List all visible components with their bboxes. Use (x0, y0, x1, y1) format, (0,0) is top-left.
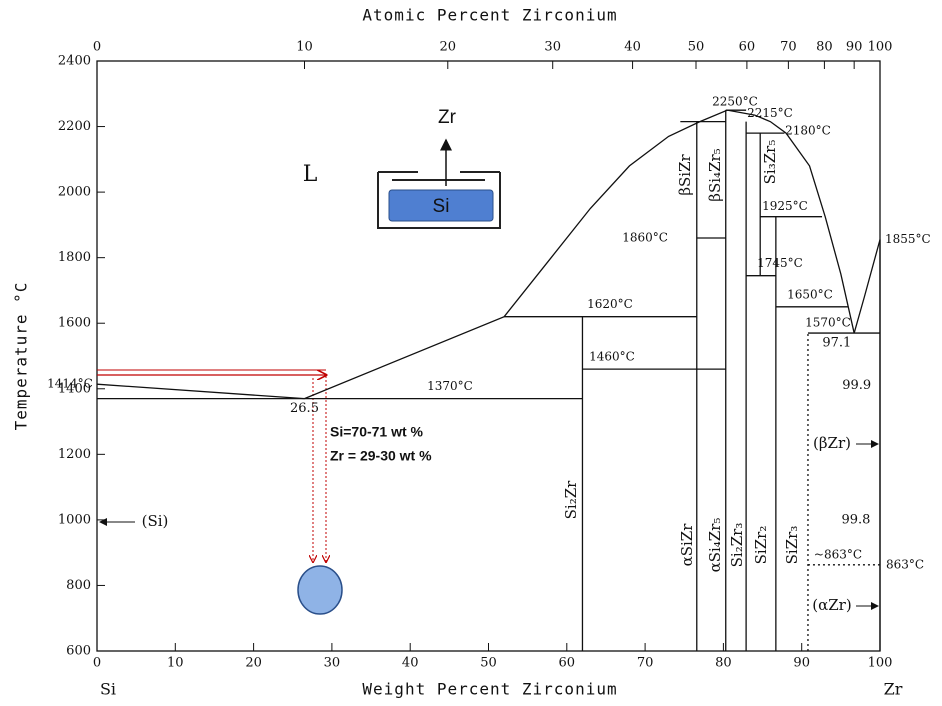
top-tick-label: 30 (544, 40, 561, 55)
temperature-label: 1414°C (47, 377, 93, 391)
temperature-label: 1745°C (757, 256, 803, 270)
temperature-label: 2180°C (785, 124, 831, 138)
phase-label: βSiZr (676, 154, 694, 196)
temperature-label: 1860°C (622, 231, 668, 245)
x-left-label: Si (100, 680, 116, 699)
x-tick-label: 70 (637, 656, 654, 671)
y-tick-label: 1200 (58, 447, 91, 462)
top-tick-label: 80 (816, 40, 833, 55)
temperature-label: 1855°C (885, 232, 931, 246)
top-tick-label: 70 (780, 40, 797, 55)
x-tick-label: 10 (167, 656, 184, 671)
temperature-label: 1925°C (762, 199, 808, 213)
phase-label: (αZr) (812, 596, 851, 614)
temperature-label: 1650°C (787, 287, 833, 301)
temperature-label: 863°C (886, 557, 924, 571)
top-tick-label: 40 (624, 40, 641, 55)
y-tick-label: 600 (66, 644, 91, 659)
crucible (377, 171, 501, 229)
composition-label: 99.8 (841, 512, 870, 527)
phase-label: Si₂Zr (562, 480, 580, 520)
phase-label: SiZr₃ (783, 526, 801, 565)
x-right-label: Zr (884, 680, 903, 699)
crucible-si (388, 189, 494, 222)
x-tick-label: 90 (793, 656, 810, 671)
phase-label: (Si) (142, 512, 169, 530)
top-axis-title: Atomic Percent Zirconium (362, 6, 617, 25)
phase-label: βSi₄Zr₅ (706, 148, 724, 201)
top-tick-label: 10 (296, 40, 313, 55)
temperature-label: 1570°C (805, 316, 851, 330)
phase-label: αSi₄Zr₅ (706, 518, 724, 573)
top-tick-label: 50 (688, 40, 705, 55)
temperature-label: 2250°C (712, 95, 758, 109)
y-tick-label: 2400 (58, 54, 91, 69)
note: Si=70-71 wt % (330, 424, 424, 440)
y-tick-label: 1800 (58, 250, 91, 265)
top-tick-label: 0 (93, 40, 101, 55)
temperature-label: 2215°C (747, 106, 793, 120)
x-tick-label: 20 (245, 656, 262, 671)
temperature-label: ~863°C (814, 547, 862, 561)
y-tick-label: 1400 (58, 381, 91, 396)
top-tick-label: 100 (868, 40, 893, 55)
phase-label: L (303, 162, 318, 187)
composition-label: 97.1 (822, 335, 851, 350)
y-tick-label: 1000 (58, 512, 91, 527)
top-tick-label: 60 (739, 40, 756, 55)
y-tick-label: 2000 (58, 185, 91, 200)
phase-label: Si₃Zr₅ (761, 140, 779, 185)
sample-ball (297, 565, 343, 615)
phase-label: Si₂Zr₃ (728, 523, 746, 568)
temperature-label: 1620°C (587, 297, 633, 311)
phase-label: αSiZr (678, 523, 696, 567)
crucible-top-label: Zr (438, 107, 457, 128)
composition-label: 26.5 (290, 401, 319, 416)
y-axis-title: Temperature °C (12, 282, 31, 431)
top-tick-label: 20 (440, 40, 457, 55)
x-tick-label: 30 (324, 656, 341, 671)
temperature-label: 1370°C (427, 379, 473, 393)
crucible-inside-label: Si (433, 196, 450, 217)
top-tick-label: 90 (846, 40, 863, 55)
temperature-label: 1460°C (589, 350, 635, 364)
x-tick-label: 100 (868, 656, 893, 671)
x-tick-label: 50 (480, 656, 497, 671)
y-tick-label: 1600 (58, 316, 91, 331)
note: Zr = 29-30 wt % (330, 448, 432, 464)
x-axis-title: Weight Percent Zirconium (362, 680, 617, 699)
phase-boundary (853, 239, 881, 334)
phase-boundary (96, 383, 305, 400)
y-tick-label: 2200 (58, 119, 91, 134)
x-tick-label: 0 (93, 656, 101, 671)
phase-label: (βZr) (813, 434, 851, 452)
composition-label: 99.9 (842, 378, 871, 393)
y-tick-label: 800 (66, 578, 91, 593)
x-tick-label: 80 (715, 656, 732, 671)
overlay: Zr Si Si=70-71 wt % Zr = 29-30 wt % (97, 107, 501, 615)
x-tick-label: 40 (402, 656, 419, 671)
x-tick-label: 60 (559, 656, 576, 671)
phase-label: SiZr₂ (752, 526, 770, 565)
